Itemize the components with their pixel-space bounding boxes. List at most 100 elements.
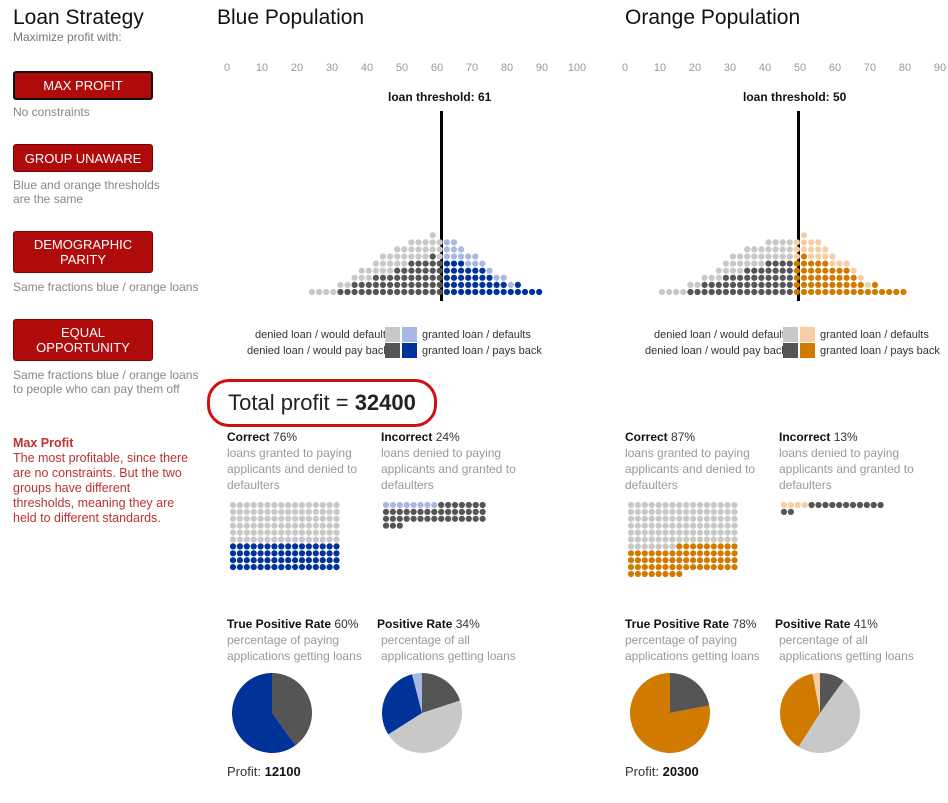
applicant-dot <box>387 267 394 274</box>
applicant-dot <box>744 288 751 296</box>
applicant-dot <box>479 260 486 267</box>
demographic-parity-button[interactable]: DEMOGRAPHIC PARITY <box>13 231 153 273</box>
applicant-dot <box>715 288 722 296</box>
applicant-dot <box>394 246 401 253</box>
outcome-dot <box>292 557 299 564</box>
outcome-dot <box>229 564 237 571</box>
outcome-dot <box>690 522 697 529</box>
applicant-dot <box>379 281 387 288</box>
outcome-dot <box>655 550 662 557</box>
applicant-dot <box>379 267 387 274</box>
outcome-dot <box>264 536 271 543</box>
applicant-dot <box>458 267 465 274</box>
applicant-dot <box>786 239 793 246</box>
pie-slice <box>422 673 461 713</box>
axis-tick: 0 <box>622 62 628 74</box>
outcome-dot <box>724 501 731 509</box>
outcome-dot <box>326 508 333 515</box>
applicant-dot <box>737 267 744 274</box>
outcome-dot <box>634 529 641 536</box>
outcome-dot <box>634 508 641 515</box>
applicant-dot <box>372 274 379 281</box>
applicant-dot <box>372 260 379 267</box>
applicant-dot <box>900 288 907 296</box>
outcome-dot <box>690 501 697 509</box>
applicant-dot <box>429 281 436 288</box>
blue-pr-pie <box>382 673 462 753</box>
orange-correct-dots <box>627 501 738 578</box>
orange-threshold-label: loan threshold: 50 <box>743 90 847 104</box>
outcome-dot <box>410 515 417 522</box>
total-profit-label: Total profit = <box>228 390 355 415</box>
outcome-dot <box>690 557 697 564</box>
outcome-dot <box>458 508 465 515</box>
applicant-dot <box>450 274 458 281</box>
applicant-dot <box>871 288 879 296</box>
outcome-dot <box>333 564 340 571</box>
applicant-dot <box>415 239 422 246</box>
legend-denied-pay-swatch <box>385 343 400 358</box>
applicant-dot <box>351 288 358 296</box>
equal-opportunity-button[interactable]: EQUAL OPPORTUNITY <box>13 319 153 361</box>
blue-incorrect-text: loans denied to paying applicants and gr… <box>381 446 516 492</box>
outcome-dot <box>669 501 676 509</box>
outcome-dot <box>690 536 697 543</box>
outcome-dot <box>312 501 319 509</box>
outcome-dot <box>801 501 808 509</box>
outcome-dot <box>683 564 690 571</box>
outcome-dot <box>431 515 438 522</box>
outcome-dot <box>396 508 403 515</box>
group-unaware-note: Blue and orange thresholds are the same <box>13 178 160 206</box>
applicant-dot <box>779 274 786 281</box>
outcome-dot <box>655 529 662 536</box>
outcome-dot <box>417 508 424 515</box>
max-profit-button[interactable]: MAX PROFIT <box>13 71 153 100</box>
applicant-dot <box>422 274 429 281</box>
outcome-dot <box>298 536 306 543</box>
outcome-dot <box>724 529 731 536</box>
outcome-dot <box>696 515 704 522</box>
outcome-dot <box>703 508 710 515</box>
orange-threshold-line[interactable] <box>797 111 800 301</box>
outcome-dot <box>278 543 285 550</box>
outcome-dot <box>305 550 312 557</box>
blue-threshold-label: loan threshold: 61 <box>388 90 492 104</box>
applicant-dot <box>436 260 443 267</box>
blue-threshold-line[interactable] <box>440 111 443 301</box>
outcome-dot <box>257 529 264 536</box>
blue-correct-text: loans granted to paying applicants and d… <box>227 446 358 492</box>
outcome-dot <box>731 550 738 557</box>
applicant-dot <box>387 253 394 260</box>
outcome-dot <box>634 536 641 543</box>
applicant-dot <box>458 246 465 253</box>
applicant-dot <box>401 274 408 281</box>
outcome-dot <box>285 557 292 564</box>
outcome-dot <box>648 515 655 522</box>
outcome-dot <box>319 529 326 536</box>
axis-tick: 60 <box>431 62 443 74</box>
applicant-dot <box>415 260 422 267</box>
outcome-dot <box>641 557 648 564</box>
applicant-dot <box>387 260 394 267</box>
outcome-dot <box>271 557 278 564</box>
outcome-dot <box>236 501 243 509</box>
outcome-dot <box>298 557 306 564</box>
outcome-dot <box>731 543 738 550</box>
outcome-dot <box>641 522 648 529</box>
outcome-dot <box>333 536 340 543</box>
group-unaware-button[interactable]: GROUP UNAWARE <box>13 144 153 172</box>
applicant-dot <box>708 274 715 281</box>
outcome-dot <box>326 543 333 550</box>
outcome-dot <box>257 564 264 571</box>
applicant-dot <box>701 274 708 281</box>
applicant-dot <box>429 288 436 296</box>
outcome-dot <box>326 536 333 543</box>
outcome-dot <box>815 501 822 509</box>
outcome-dot <box>683 508 690 515</box>
applicant-dot <box>758 267 765 274</box>
outcome-dot <box>710 529 717 536</box>
outcome-dot <box>710 508 717 515</box>
outcome-dot <box>648 557 655 564</box>
applicant-dot <box>779 246 786 253</box>
outcome-dot <box>710 501 717 509</box>
